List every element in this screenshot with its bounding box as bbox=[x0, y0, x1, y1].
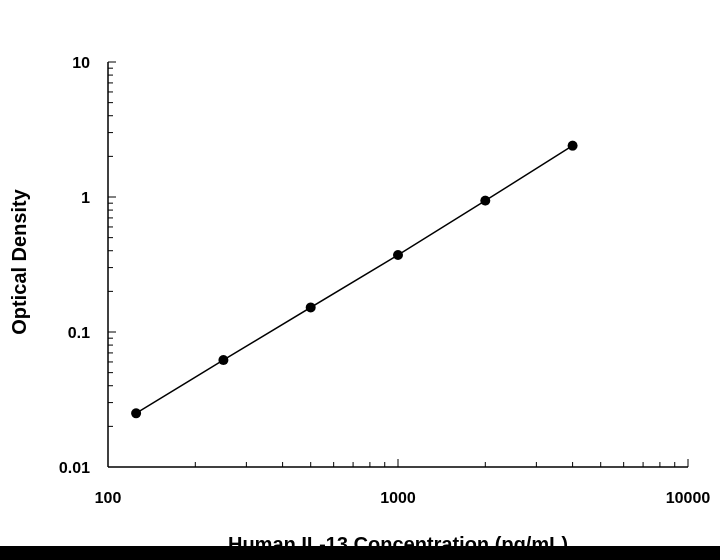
y-tick-label: 1 bbox=[81, 190, 90, 207]
data-point bbox=[305, 302, 316, 313]
axes bbox=[107, 61, 689, 468]
y-tick-label: 0.01 bbox=[59, 460, 90, 477]
y-minor-ticks bbox=[108, 61, 116, 468]
data-point bbox=[567, 140, 578, 151]
y-tick-label: 10 bbox=[72, 55, 90, 72]
series-layer bbox=[131, 140, 578, 419]
x-tick-label: 100 bbox=[95, 490, 122, 507]
data-point bbox=[480, 195, 491, 206]
y-axis-title: Optical Density bbox=[9, 188, 31, 334]
data-point bbox=[218, 355, 229, 366]
data-point bbox=[131, 408, 142, 419]
data-point bbox=[393, 249, 403, 260]
bottom-black-bar bbox=[0, 546, 720, 560]
x-tick-labels: 100 1000 10000 bbox=[95, 490, 711, 507]
x-tick-label: 1000 bbox=[380, 490, 416, 507]
y-tick-labels: 10 1 0.1 0.01 bbox=[59, 55, 90, 477]
y-tick-label: 0.1 bbox=[68, 325, 90, 342]
series-line bbox=[135, 145, 573, 414]
x-minor-ticks bbox=[107, 459, 689, 467]
x-tick-label: 10000 bbox=[666, 490, 711, 507]
